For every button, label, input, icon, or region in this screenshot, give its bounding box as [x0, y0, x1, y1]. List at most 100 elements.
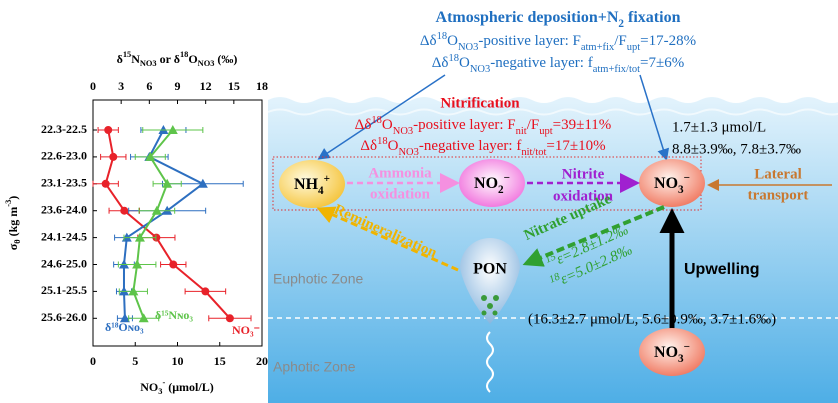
text-part: -3 [4, 200, 13, 207]
x2-tick-label: 0 [90, 79, 96, 93]
text-part: nit/tot [521, 147, 546, 158]
text-part: 3 [678, 184, 684, 196]
marker [201, 287, 209, 295]
x-tick-label: 5 [132, 354, 138, 368]
text-part: -positive layer: F [478, 33, 580, 49]
text-part: 3 [678, 353, 684, 365]
y-tick-label: 23.1-23.5 [41, 176, 87, 190]
text-part: O [382, 117, 393, 133]
text-part: 3 [158, 387, 162, 396]
text-part: or δ [157, 52, 180, 66]
legend-label: δ¹⁸Oɴᴏ₃ [105, 320, 144, 334]
zone-label: Euphotic Zone [273, 271, 363, 287]
atm-title: Atmospheric deposition+N2 fixation [436, 9, 681, 30]
text-part: NO [474, 175, 498, 192]
process-label: Ammonia [368, 165, 432, 181]
text-part: nit [516, 126, 527, 137]
text-part: NO3 [393, 126, 413, 137]
text-part: upt [627, 42, 641, 53]
text-part: 15 [123, 50, 131, 59]
text-part: NO3 [140, 59, 157, 68]
text-part: atm+fix/tot [593, 64, 640, 75]
x2-tick-label: 12 [200, 79, 212, 93]
marker [102, 180, 110, 188]
text-part: ) [6, 196, 20, 200]
text-part: =17±10% [546, 138, 605, 154]
text-part: O [188, 52, 197, 66]
x-tick-label: 15 [214, 354, 226, 368]
y-tick-label: 25.1-25.5 [41, 283, 87, 297]
text-part: NO3 [458, 42, 478, 53]
y-axis-title: σθ (kg m-3) [4, 196, 22, 251]
surface-concentration: 1.7±1.3 μmol/L [672, 119, 766, 135]
text-part: NO [654, 175, 678, 192]
process-label: Nitrite [562, 166, 605, 182]
x2-tick-label: 3 [118, 79, 124, 93]
legend-label: δ¹⁵Nɴᴏ₃ [155, 308, 193, 322]
text-part: 18 [371, 115, 382, 126]
text-part: NO3 [198, 59, 215, 68]
text-part: atm+fix [581, 42, 615, 53]
legend-label: NO₃⁻ [232, 323, 260, 337]
text-part: 18 [448, 53, 459, 64]
text-part: 4 [318, 185, 324, 197]
atm-negative: Δδ18ONO3-negative layer: fatm+fix/tot=7±… [432, 53, 684, 75]
text-part: Δδ [432, 55, 449, 71]
text-part: NO [654, 344, 678, 361]
text-part: =39±11% [553, 117, 612, 133]
y-tick-label: 25.6-26.0 [41, 310, 87, 324]
x2-tick-label: 15 [228, 79, 240, 93]
atm-positive: Δδ18ONO3-positive layer: Fatm+fix/Fupt=1… [420, 31, 696, 53]
y-tick-label: 22.3-22.5 [41, 122, 87, 136]
x2-tick-label: 6 [146, 79, 152, 93]
pon-label: PON [473, 261, 507, 278]
text-part: (‰) [214, 52, 237, 66]
y-tick-label: 22.6-23.0 [41, 149, 87, 163]
text-part: Atmospheric deposition+N [436, 9, 619, 26]
text-part: + [324, 173, 330, 185]
text-part: N [131, 52, 140, 66]
series-line [124, 130, 203, 318]
text-part: NH [294, 176, 319, 193]
process-label: Upwelling [684, 261, 760, 278]
x2-tick-label: 9 [175, 79, 181, 93]
text-part: NO3 [398, 147, 418, 158]
text-part: Δδ [360, 138, 377, 154]
text-part: 18 [437, 31, 448, 42]
text-part: O [388, 138, 399, 154]
text-part: (μmol/L) [165, 380, 213, 394]
y-tick-label: 24.6-25.0 [41, 256, 87, 270]
text-part: NO3 [470, 64, 490, 75]
text-part: -positive layer: F [413, 117, 515, 133]
text-part: /F [614, 33, 627, 49]
x2-axis-title: δ15NNO3 or δ18ONO3 (‰) [117, 50, 238, 68]
text-part: -negative layer: f [419, 138, 521, 154]
x-tick-label: 20 [256, 354, 268, 368]
text-part: O [459, 55, 470, 71]
text-part: =7±6% [640, 55, 684, 71]
x-tick-label: 0 [90, 354, 96, 368]
text-part: − [504, 172, 510, 184]
text-part: 18 [180, 50, 188, 59]
text-part: Δδ [355, 117, 372, 133]
nitrification-title: Nitrification [440, 95, 520, 111]
x-tick-label: 10 [172, 354, 184, 368]
text-part: (kg m [6, 207, 20, 240]
process-label: oxidation [370, 186, 431, 202]
marker [169, 261, 177, 269]
text-part: =17-28% [640, 33, 696, 49]
text-part: − [684, 172, 690, 184]
text-part: O [447, 33, 458, 49]
process-label: transport [748, 187, 809, 203]
marker [226, 314, 234, 322]
process-label: Lateral [754, 166, 801, 182]
x-axis-title: NO3- (μmol/L) [140, 378, 213, 396]
figure: Euphotic Zone Aphotic Zone Atmospheric d… [0, 0, 838, 403]
text-part: 18 [377, 136, 388, 147]
y-tick-label: 24.1-24.5 [41, 229, 87, 243]
marker [120, 207, 128, 215]
marker [109, 153, 117, 161]
marker [104, 126, 112, 134]
deep-values: (16.3±2.7 μmol/L, 5.6±0.9‰, 3.7±1.6‰) [528, 311, 776, 327]
y-tick-label: 23.6-24.0 [41, 202, 87, 216]
